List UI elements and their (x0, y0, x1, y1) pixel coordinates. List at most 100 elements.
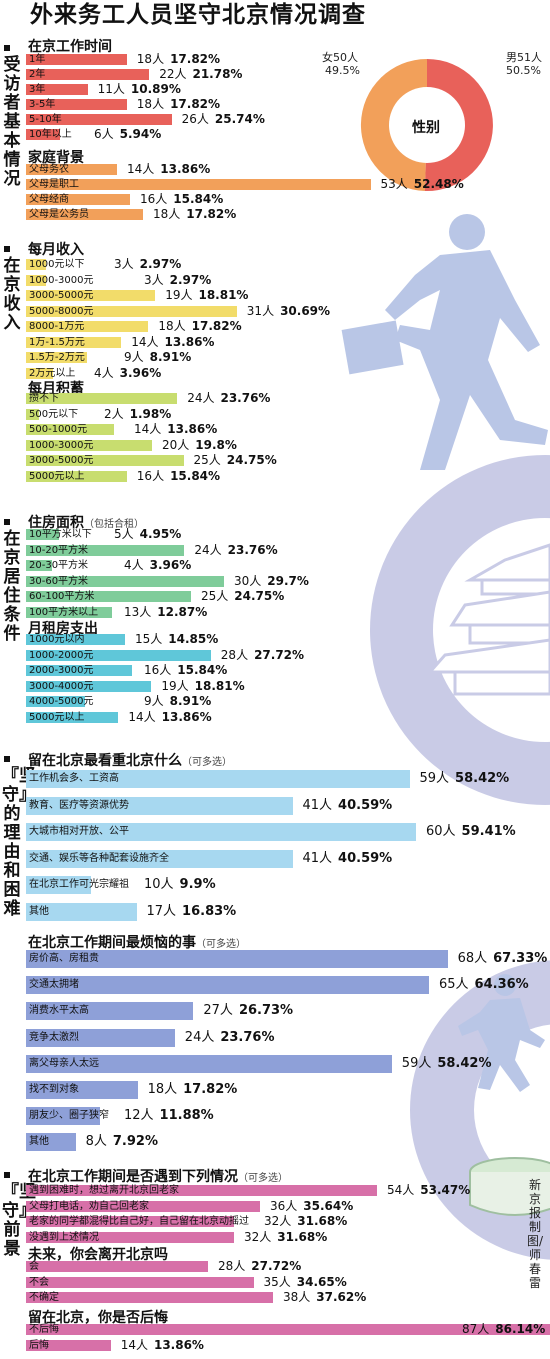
bar-label: 2年 (29, 69, 46, 80)
bar-label: 4000-5000元 (29, 696, 94, 707)
bar-value: 36人 35.64% (270, 1199, 353, 1213)
bar-label: 交通、娱乐等各种配套设施齐全 (29, 852, 169, 864)
bar-count: 14人 (128, 709, 156, 724)
bar (26, 529, 59, 540)
bar (26, 1231, 234, 1243)
bar-percent: 3.96% (119, 365, 162, 380)
bar-label: 10平方米以下 (29, 529, 92, 540)
bar-value: 8人 7.92% (86, 1132, 158, 1152)
bar-percent: 18.81% (198, 288, 249, 302)
bar (26, 560, 53, 571)
bar (26, 114, 172, 125)
bar-value: 31人 30.69% (246, 303, 331, 318)
bar-label: 其他 (29, 905, 49, 917)
bar-percent: 23.76% (220, 391, 271, 405)
bar-count: 17人 (146, 903, 177, 919)
bar-count: 9人 (144, 694, 164, 708)
group-note: （可多选） (196, 939, 246, 950)
bar-count: 18人 (158, 319, 186, 333)
bar-label: 3000-5000元 (29, 455, 94, 466)
group-title: 留在北京，你是否后悔 (28, 1307, 168, 1327)
bar (26, 796, 293, 815)
bar (26, 1133, 76, 1152)
bar-label: 不会 (29, 1276, 49, 1288)
bar-percent: 17.82% (183, 1082, 238, 1097)
bar-count: 28人 (218, 1259, 246, 1273)
bar-count: 16人 (144, 663, 172, 677)
bar-label: 1年 (29, 54, 46, 65)
bar-label: 1000-3000元 (29, 274, 94, 286)
bar-count: 16人 (140, 192, 168, 206)
bar-count: 6人 (94, 127, 114, 141)
bar (26, 408, 39, 420)
bar-percent: 3.96% (149, 558, 192, 572)
bar (26, 352, 88, 363)
gender-pie-svg (360, 58, 493, 191)
bar-value: 60人 59.41% (426, 822, 516, 842)
group-title: 家庭背景 (28, 147, 84, 167)
bar-count: 10人 (144, 877, 174, 892)
bar (26, 876, 91, 894)
bar-label: 消费水平太高 (29, 1005, 89, 1017)
bar (26, 1216, 234, 1227)
group-title-text: 在京工作时间 (28, 39, 112, 55)
bar-count: 3人 (114, 257, 134, 271)
bar-label: 父母务农 (29, 164, 69, 175)
bar (26, 439, 152, 451)
bar-label: 1000-3000元 (29, 439, 94, 451)
bar-value: 2人 1.98% (104, 407, 171, 421)
bar-value: 24人 23.76% (185, 1028, 275, 1048)
temple-of-heaven-icon (426, 543, 550, 696)
section-label-prospects: 『坚守』前景 (2, 1182, 36, 1259)
bar-value: 4人 3.96% (94, 365, 162, 380)
bar (26, 1002, 194, 1021)
bar-count: 25人 (193, 453, 221, 467)
bar-value: 14人 13.86% (128, 709, 211, 724)
bar-percent: 40.59% (338, 797, 393, 813)
bar-percent: 27.72% (254, 647, 305, 662)
bar-value: 13人 12.87% (124, 605, 207, 619)
bar-label: 离父母亲人太远 (29, 1057, 99, 1069)
bar-label: 1万-1.5万元 (29, 336, 85, 348)
credit-line: 新京报制图/师春雷 (526, 1178, 544, 1290)
bar-count: 31人 (246, 303, 275, 318)
bar-value: 28人 27.72% (221, 647, 305, 662)
bar-count: 3人 (144, 272, 164, 287)
bar-percent: 2.97% (139, 257, 182, 271)
small-runner-icon (458, 974, 545, 1092)
bar-percent: 40.59% (338, 850, 393, 866)
bar-count: 30人 (234, 573, 262, 588)
bar-count: 4人 (124, 558, 144, 572)
bar-value: 4人 3.96% (124, 559, 191, 572)
bar (26, 1339, 111, 1351)
bar-count: 59人 (401, 1055, 432, 1071)
bar-label: 老家的同学都混得比自己好，自己留在北京动摇过 (29, 1216, 249, 1227)
bar (26, 1054, 392, 1073)
bar (26, 606, 112, 618)
bar-count: 4人 (94, 365, 114, 380)
section-label-basic-info: 受访者基本情况 (3, 55, 21, 189)
bar-label: 父母经商 (29, 194, 69, 205)
bar-value: 28人 27.72% (218, 1260, 301, 1273)
bar (26, 470, 127, 482)
bar-percent: 52.48% (413, 177, 464, 191)
bar-percent: 59.41% (461, 824, 516, 839)
section-marker-icon (4, 1172, 10, 1178)
bar-percent: 7.92% (112, 1134, 158, 1150)
bar-label: 2000-3000元 (29, 665, 94, 676)
bar (26, 711, 119, 723)
section-label-housing: 在京居住条件 (3, 529, 21, 644)
bar-value: 25人 24.75% (194, 454, 277, 467)
bar-count: 65人 (439, 977, 469, 993)
bar-percent: 11.88% (159, 1108, 214, 1124)
bar-count: 14人 (120, 1337, 148, 1352)
bar-label: 1000元以内 (29, 634, 85, 645)
bar-label: 大城市相对开放、公平 (29, 826, 129, 837)
bar-label: 遇到困难时，想过离开北京回老家 (29, 1185, 179, 1196)
bar-percent: 30.69% (280, 303, 331, 318)
bar-percent: 9.9% (179, 877, 216, 892)
bar-value: 24人 23.76% (187, 392, 270, 405)
bar-count: 24人 (194, 542, 222, 557)
bar (26, 680, 152, 692)
